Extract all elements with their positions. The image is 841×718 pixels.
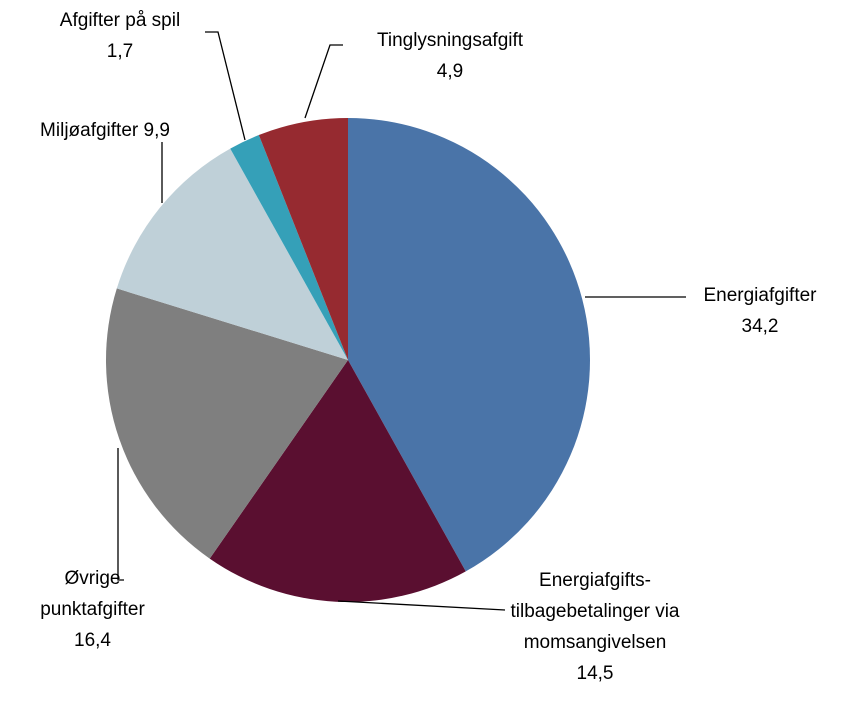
pie-slice	[348, 118, 590, 572]
slice-label: Energiafgifts-tilbagebetalinger via moms…	[490, 565, 700, 689]
value-label: 9,9	[143, 120, 170, 141]
category-name: Energiafgifts-tilbagebetalinger via moms…	[510, 570, 680, 653]
pie-slice	[230, 135, 348, 360]
slice-label: Øvrige punktafgifter 16,4	[10, 563, 175, 656]
slice-label: Afgifter på spil 1,7	[20, 5, 220, 67]
category-name: Energiafgifter	[703, 285, 817, 306]
category-name: Miljøafgifter	[40, 120, 139, 141]
category-name: Tinglysningsafgift	[376, 30, 524, 51]
category-name: Afgifter på spil	[59, 10, 181, 31]
pie-slice	[209, 360, 466, 602]
value-label: 1,7	[106, 41, 134, 62]
value-label: 34,2	[741, 316, 779, 337]
value-label: 14,5	[576, 663, 614, 684]
leader-line	[205, 31, 246, 141]
leader-line	[304, 44, 343, 119]
value-label: 16,4	[74, 630, 111, 651]
pie-slice	[116, 148, 348, 360]
pie-slice	[106, 288, 349, 559]
leader-line	[337, 600, 506, 611]
category-name: Øvrige punktafgifter	[40, 568, 145, 620]
leader-line	[117, 448, 124, 581]
slice-label: Tinglysningsafgift 4,9	[340, 25, 560, 87]
pie-slice	[258, 118, 348, 360]
slice-label: Miljøafgifter 9,9	[5, 115, 205, 146]
slice-label: Energiafgifter 34,2	[680, 280, 840, 342]
value-label: 4,9	[436, 61, 464, 82]
